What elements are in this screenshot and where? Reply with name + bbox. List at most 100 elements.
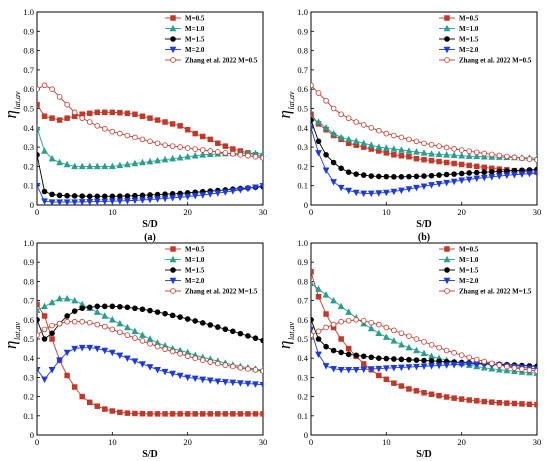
data-point [352, 366, 360, 374]
data-point [154, 343, 161, 350]
data-point [473, 356, 480, 363]
panel-b: 0 0.1 0.2 0.3 0.4 0.5 0.6 0.7 0.8 0.9 1.0 0 10 20 30 S/… [275, 7, 541, 243]
data-point [465, 152, 473, 159]
data-point [131, 197, 139, 205]
plot-area [311, 82, 537, 198]
data-point [162, 142, 168, 148]
data-point [360, 139, 368, 146]
data-point [102, 303, 108, 310]
data-point [338, 318, 344, 325]
x-tick-label: 30 [533, 207, 542, 217]
data-point [222, 411, 229, 417]
legend-label: M=1.0 [185, 25, 205, 33]
data-point [161, 368, 169, 376]
data-point [450, 151, 458, 158]
data-point [86, 193, 93, 200]
data-point [184, 145, 191, 151]
data-point [94, 303, 101, 310]
data-point [375, 143, 383, 150]
data-point [383, 376, 390, 383]
data-point [435, 150, 443, 158]
data-point [56, 294, 63, 302]
data-point [207, 411, 214, 417]
legend-marker [443, 24, 451, 32]
data-point [184, 374, 192, 382]
data-point [102, 323, 108, 330]
data-point [451, 160, 457, 167]
data-point [124, 323, 131, 331]
data-point [511, 154, 518, 161]
data-point [169, 154, 176, 162]
data-point [154, 196, 161, 203]
data-point [353, 352, 360, 359]
y-tick-label: 0.2 [23, 392, 34, 402]
data-point [37, 332, 40, 338]
data-point [511, 400, 518, 407]
data-point [37, 152, 40, 158]
y-tick-label: 0.1 [297, 181, 308, 191]
data-point [154, 117, 161, 123]
data-point [436, 158, 442, 165]
data-point [376, 372, 382, 379]
data-point [49, 322, 55, 329]
data-point [322, 291, 330, 298]
data-point [199, 133, 206, 140]
data-point [169, 370, 176, 378]
data-point [102, 193, 108, 200]
data-point [94, 109, 101, 116]
data-point [337, 184, 345, 192]
data-point [315, 90, 322, 96]
data-point [337, 302, 345, 310]
legend-marker [444, 246, 450, 252]
data-point [108, 162, 116, 170]
x-tick-label: 0 [35, 437, 39, 447]
data-point [48, 154, 56, 162]
data-point [259, 381, 263, 389]
y-tick-label: 0.8 [297, 46, 308, 56]
data-point [214, 378, 222, 386]
data-point [192, 411, 198, 417]
series-line [311, 319, 537, 372]
data-point [161, 155, 169, 163]
data-point [37, 366, 41, 374]
data-point [391, 356, 397, 362]
data-point [345, 308, 353, 315]
data-point [56, 117, 63, 123]
data-point [428, 391, 435, 398]
y-tick-label: 0.1 [23, 181, 34, 191]
data-point [311, 279, 315, 287]
data-point [71, 109, 78, 116]
data-point [315, 138, 322, 145]
y-tick-label: 1.0 [297, 7, 308, 17]
data-point [48, 366, 56, 374]
data-point [116, 198, 124, 205]
data-point [102, 125, 108, 132]
data-point [375, 329, 383, 336]
data-point [101, 347, 109, 355]
data-point [37, 182, 41, 190]
data-point [406, 173, 412, 180]
data-point [413, 388, 420, 394]
x-tick-label: 30 [259, 207, 268, 217]
y-axis-label-subscript: lat,av [13, 91, 22, 109]
y-tick-label: 0.3 [297, 142, 308, 152]
x-axis-label: S/D [142, 449, 158, 460]
data-point [390, 337, 398, 344]
legend-label: M=2.0 [185, 46, 205, 54]
data-point [101, 162, 109, 170]
data-point [63, 349, 71, 357]
legend-marker [443, 277, 451, 285]
data-point [244, 185, 252, 193]
legend-label: M=2.0 [185, 277, 205, 285]
data-point [338, 349, 344, 356]
data-point [177, 350, 183, 357]
plot-area [37, 82, 263, 205]
data-point [368, 319, 375, 326]
data-point [109, 303, 116, 310]
data-point [162, 411, 168, 417]
data-point [215, 149, 221, 155]
data-point [94, 193, 101, 200]
data-point [436, 392, 442, 399]
data-point [323, 97, 329, 104]
data-point [71, 308, 78, 314]
